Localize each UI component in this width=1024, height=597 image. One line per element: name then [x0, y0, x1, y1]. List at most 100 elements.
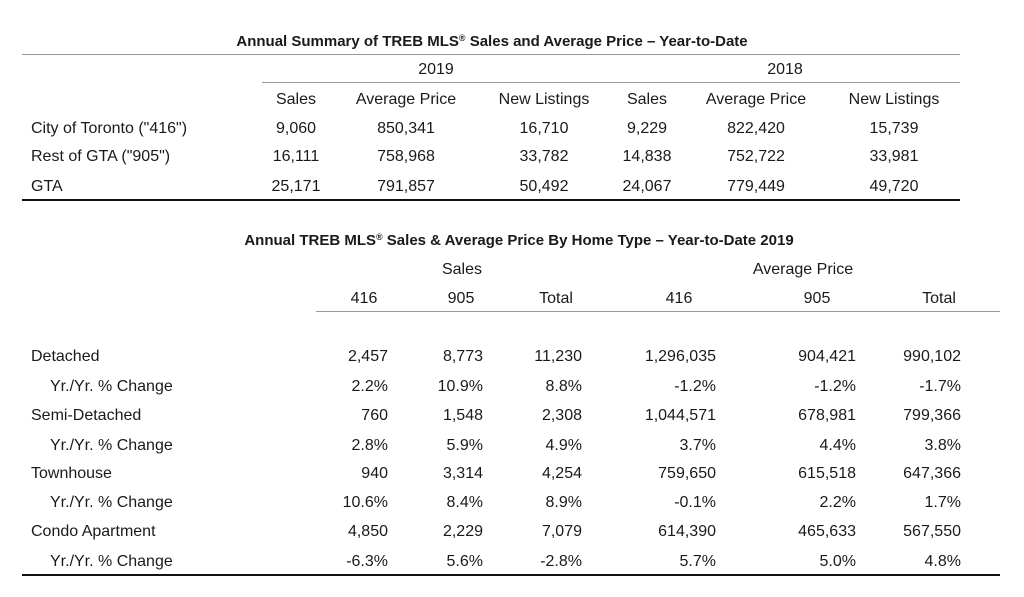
- table-cell: 2.2%: [351, 378, 388, 395]
- table-cell: 8.4%: [446, 494, 483, 511]
- table-cell: 850,341: [377, 120, 435, 137]
- table-cell: -2.8%: [540, 553, 582, 570]
- table-cell: -1.2%: [814, 378, 856, 395]
- home-type-label: Townhouse: [31, 465, 112, 482]
- table-cell: 752,722: [727, 148, 785, 165]
- table-cell: 615,518: [798, 465, 856, 482]
- table-cell: 3,314: [442, 465, 483, 482]
- table-cell: 779,449: [727, 178, 785, 195]
- col-header: New Listings: [498, 91, 590, 108]
- table-cell: 760: [361, 407, 388, 424]
- table-cell: 2,229: [442, 523, 483, 540]
- table-cell: 33,782: [519, 148, 569, 165]
- table-cell: 50,492: [519, 178, 569, 195]
- table-cell: 791,857: [377, 178, 435, 195]
- table-cell: -0.1%: [674, 494, 716, 511]
- table-cell: 11,230: [534, 348, 582, 365]
- yoy-change-label: Yr./Yr. % Change: [50, 378, 173, 395]
- col-header: Sales: [275, 91, 317, 108]
- table-cell: 647,366: [903, 465, 961, 482]
- group-header-sales: Sales: [441, 261, 483, 278]
- home-type-label: Semi-Detached: [31, 407, 142, 424]
- table-cell: -1.7%: [919, 378, 961, 395]
- summary-bottom-rule: [22, 199, 960, 201]
- year-2019-header: 2019: [418, 61, 454, 78]
- yoy-change-label: Yr./Yr. % Change: [50, 494, 173, 511]
- table-cell: 8.9%: [545, 494, 582, 511]
- table-cell: 465,633: [798, 523, 856, 540]
- table-cell: 799,366: [903, 407, 961, 424]
- column-header-rule: [316, 311, 1000, 312]
- table-cell: 7,079: [541, 523, 582, 540]
- table-cell: 4,850: [347, 523, 388, 540]
- table-cell: 16,710: [519, 120, 569, 137]
- table-cell: 4.8%: [924, 553, 961, 570]
- table-cell: 2,308: [541, 407, 582, 424]
- table-cell: 5.7%: [679, 553, 716, 570]
- col-header: 416: [350, 290, 378, 307]
- col-header: Average Price: [355, 91, 457, 108]
- hometype-bottom-rule: [22, 574, 1000, 576]
- col-header: 905: [447, 290, 475, 307]
- col-header: Average Price: [705, 91, 807, 108]
- table-cell: 3.8%: [924, 437, 961, 454]
- years-rule: [262, 82, 960, 83]
- table-cell: 4.9%: [545, 437, 582, 454]
- table-cell: 2.2%: [819, 494, 856, 511]
- row-label: GTA: [31, 178, 63, 195]
- table-cell: 9,229: [626, 120, 668, 137]
- table-cell: -6.3%: [346, 553, 388, 570]
- table-cell: 990,102: [903, 348, 961, 365]
- table-cell: 9,060: [275, 120, 317, 137]
- table-cell: 10.9%: [437, 378, 483, 395]
- table-cell: 1.7%: [924, 494, 961, 511]
- table-cell: 8,773: [442, 348, 483, 365]
- table-cell: 25,171: [271, 178, 321, 195]
- summary-title: Annual Summary of TREB MLS® Sales and Av…: [236, 33, 748, 50]
- hometype-title: Annual TREB MLS® Sales & Average Price B…: [244, 232, 794, 249]
- year-2018-header: 2018: [767, 61, 803, 78]
- row-label: City of Toronto ("416"): [31, 120, 188, 137]
- home-type-label: Condo Apartment: [31, 523, 156, 540]
- table-cell: 5.6%: [446, 553, 483, 570]
- table-cell: 759,650: [658, 465, 716, 482]
- col-header: Total: [922, 290, 956, 307]
- table-cell: 678,981: [798, 407, 856, 424]
- summary-title-rule: [22, 54, 960, 55]
- table-cell: 5.9%: [446, 437, 483, 454]
- table-cell: 10.6%: [342, 494, 388, 511]
- table-cell: 1,044,571: [644, 407, 716, 424]
- yoy-change-label: Yr./Yr. % Change: [50, 553, 173, 570]
- group-header-average-price: Average Price: [752, 261, 854, 278]
- col-header: Total: [539, 290, 573, 307]
- table-cell: 614,390: [658, 523, 716, 540]
- table-cell: 15,739: [869, 120, 919, 137]
- table-cell: 940: [361, 465, 388, 482]
- table-cell: 1,296,035: [644, 348, 716, 365]
- table-cell: 14,838: [622, 148, 672, 165]
- table-cell: 33,981: [869, 148, 919, 165]
- table-cell: 758,968: [377, 148, 435, 165]
- col-header: 905: [803, 290, 831, 307]
- col-header: Sales: [626, 91, 668, 108]
- table-cell: 1,548: [442, 407, 483, 424]
- table-cell: 822,420: [727, 120, 785, 137]
- table-cell: 24,067: [622, 178, 672, 195]
- table-cell: 4,254: [541, 465, 582, 482]
- table-cell: 4.4%: [819, 437, 856, 454]
- table-cell: 904,421: [798, 348, 856, 365]
- table-cell: 3.7%: [679, 437, 716, 454]
- table-cell: -1.2%: [674, 378, 716, 395]
- table-cell: 567,550: [903, 523, 961, 540]
- table-cell: 8.8%: [545, 378, 582, 395]
- table-cell: 5.0%: [819, 553, 856, 570]
- table-cell: 16,111: [272, 148, 320, 165]
- home-type-label: Detached: [31, 348, 100, 365]
- col-header: 416: [665, 290, 693, 307]
- table-cell: 2.8%: [351, 437, 388, 454]
- table-cell: 2,457: [347, 348, 388, 365]
- yoy-change-label: Yr./Yr. % Change: [50, 437, 173, 454]
- col-header: New Listings: [848, 91, 940, 108]
- table-cell: 49,720: [869, 178, 919, 195]
- row-label: Rest of GTA ("905"): [31, 148, 171, 165]
